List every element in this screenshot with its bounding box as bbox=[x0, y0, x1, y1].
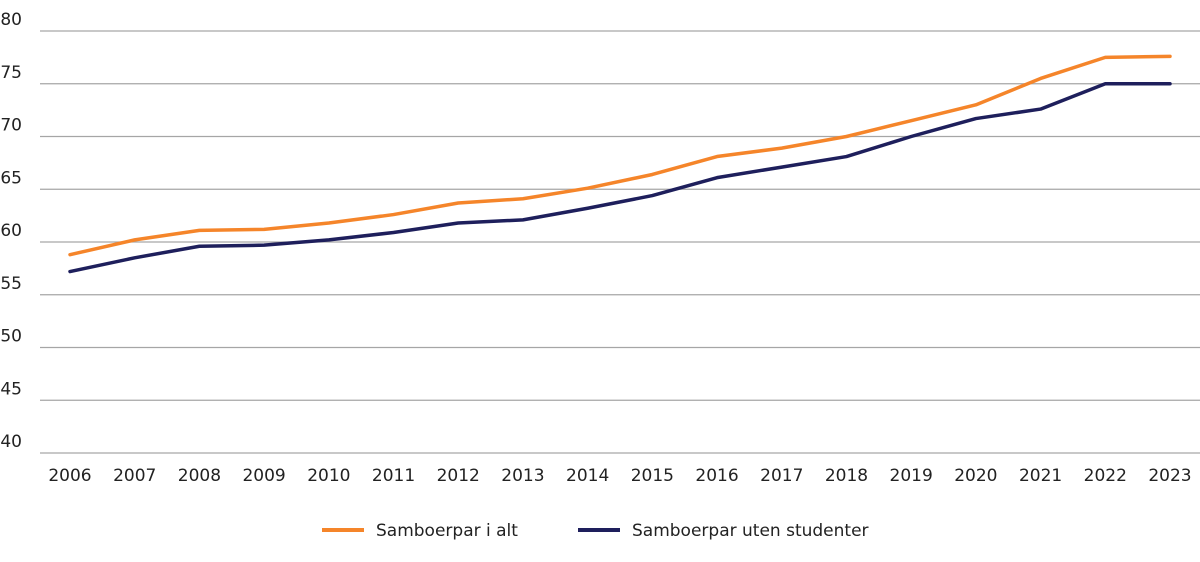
x-tick-label: 2016 bbox=[695, 466, 738, 486]
y-tick-label: 40 bbox=[0, 432, 22, 452]
x-axis-ticks: 2006 2007 2008 2009 2010 2011 2012 2013 2014 2015… bbox=[48, 466, 1191, 486]
x-tick-label: 2021 bbox=[1019, 466, 1062, 486]
legend: Samboerpar i alt Samboerpar uten studente… bbox=[322, 521, 869, 541]
x-tick-label: 2010 bbox=[307, 466, 350, 486]
x-tick-label: 2020 bbox=[954, 466, 997, 486]
legend-label: Samboerpar i alt bbox=[376, 521, 518, 541]
y-tick-label: 45 bbox=[0, 379, 22, 399]
x-tick-label: 2009 bbox=[242, 466, 285, 486]
legend-label: Samboerpar uten studenter bbox=[632, 521, 869, 541]
x-tick-label: 2013 bbox=[501, 466, 544, 486]
x-tick-label: 2018 bbox=[825, 466, 868, 486]
x-tick-label: 2011 bbox=[372, 466, 415, 486]
x-tick-label: 2008 bbox=[178, 466, 221, 486]
x-tick-label: 2023 bbox=[1148, 466, 1191, 486]
x-tick-label: 2015 bbox=[631, 466, 674, 486]
x-tick-label: 2012 bbox=[437, 466, 480, 486]
x-tick-label: 2014 bbox=[566, 466, 609, 486]
series-lines bbox=[70, 56, 1170, 271]
y-tick-label: 75 bbox=[0, 63, 22, 83]
series-line bbox=[70, 56, 1170, 254]
y-axis-ticks: 40 45 50 55 60 65 70 75 80 bbox=[0, 10, 22, 452]
gridlines bbox=[40, 31, 1200, 453]
y-tick-label: 70 bbox=[0, 116, 22, 136]
y-tick-label: 55 bbox=[0, 274, 22, 294]
x-tick-label: 2006 bbox=[48, 466, 91, 486]
x-tick-label: 2019 bbox=[890, 466, 933, 486]
x-tick-label: 2007 bbox=[113, 466, 156, 486]
y-tick-label: 65 bbox=[0, 168, 22, 188]
y-tick-label: 80 bbox=[0, 10, 22, 30]
x-tick-label: 2017 bbox=[760, 466, 803, 486]
series-line bbox=[70, 84, 1170, 272]
y-tick-label: 60 bbox=[0, 221, 22, 241]
y-tick-label: 50 bbox=[0, 327, 22, 347]
x-tick-label: 2022 bbox=[1084, 466, 1127, 486]
